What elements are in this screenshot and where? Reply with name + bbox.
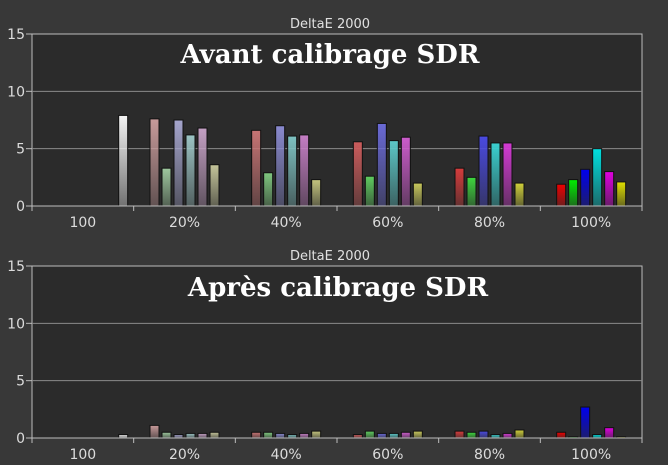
chart-after-marks: 0 5 10 15 100 20% 40% 60% 80% 100% (7, 259, 643, 463)
chart-after-y-tick-label: 10 (7, 316, 25, 332)
chart-before-bar (149, 118, 160, 207)
chart-after-overlay-title: Après calibrage SDR (187, 273, 489, 303)
chart-after-bar (287, 434, 298, 439)
chart-after-bar (197, 432, 208, 439)
chart-before-bar (263, 172, 274, 207)
chart-after-bar (400, 431, 411, 439)
chart-after-y-tick-label: 15 (7, 259, 25, 275)
chart-before-bar (466, 176, 477, 207)
chart-after-bar (185, 432, 196, 439)
chart-after-bar (263, 431, 274, 439)
chart-after: DeltaE 2000 Après calibrage SDR 0 5 10 15 10… (7, 249, 643, 463)
chart-before-x-tick-label: 100% (571, 215, 611, 231)
chart-after-x-tick-label: 60% (372, 447, 403, 463)
chart-after-bar (209, 431, 220, 439)
chart-after-bar (412, 430, 423, 439)
chart-before-overlay-title: Avant calibrage SDR (180, 40, 480, 70)
chart-before-bar (197, 127, 208, 207)
chart-before-bar (185, 134, 196, 207)
chart-before-x-tick-label: 100 (69, 215, 96, 231)
chart-after-bar (478, 430, 489, 439)
chart-after-bar (118, 434, 129, 439)
chart-after-bar (376, 432, 387, 439)
chart-after-bar (580, 406, 591, 439)
chart-before-bar (299, 134, 310, 207)
chart-before-bar (376, 122, 387, 207)
chart-before-bar (514, 182, 525, 207)
chart-before-bar (173, 119, 184, 207)
chart-before-title: DeltaE 2000 (290, 17, 370, 32)
chart-before-bar (161, 167, 172, 207)
chart-before-bar (568, 179, 579, 207)
chart-before-x-tick-label: 60% (372, 215, 403, 231)
chart-before-bar (490, 142, 501, 207)
chart-before-bar (209, 164, 220, 207)
chart-before-bar (478, 135, 489, 207)
chart-after-y-tick-label: 0 (16, 431, 25, 447)
chart-before-x-tick-label: 20% (169, 215, 200, 231)
chart-after-bar (173, 434, 184, 439)
chart-before-bar (592, 148, 603, 207)
chart-after-bar (161, 431, 172, 439)
chart-before-x-tick-label: 80% (474, 215, 505, 231)
chart-after-title: DeltaE 2000 (290, 249, 370, 264)
chart-before-x-tick-label: 40% (271, 215, 302, 231)
chart-before-bar (454, 167, 465, 207)
chart-after-bar (604, 427, 615, 439)
chart-after-x-tick-label: 40% (271, 447, 302, 463)
chart-before-bar (580, 168, 591, 207)
chart-after-bar (251, 431, 262, 439)
chart-before-bar (502, 142, 513, 207)
chart-before-bar (616, 181, 627, 207)
chart-before-y-tick-label: 5 (16, 142, 25, 158)
chart-after-bar (454, 430, 465, 439)
chart-after-bar (352, 434, 363, 439)
chart-after-bar (299, 432, 310, 439)
chart-before-bar (412, 182, 423, 207)
chart-before-y-tick-label: 15 (7, 27, 25, 43)
chart-after-x-tick-label: 100 (69, 447, 96, 463)
chart-before-bar (275, 125, 286, 207)
chart-after-bar (364, 430, 375, 439)
chart-before-bar (287, 135, 298, 207)
chart-before-bar (388, 140, 399, 207)
chart-after-x-tick-label: 100% (571, 447, 611, 463)
chart-after-bar (514, 429, 525, 439)
chart-before-bar (604, 171, 615, 207)
chart-after-plot-area (31, 265, 643, 439)
chart-before-bar (251, 129, 262, 207)
chart-before-bar (400, 136, 411, 207)
chart-after-x-tick-label: 80% (474, 447, 505, 463)
chart-before-y-tick-label: 0 (16, 199, 25, 215)
chart-after-bar (502, 432, 513, 439)
chart-before-y-tick-label: 10 (7, 84, 25, 100)
chart-after-bar (275, 432, 286, 439)
chart-before-marks: 0 5 10 15 100 20% 40% 60% 80% 100% (7, 27, 643, 231)
chart-after-bar (149, 424, 160, 439)
chart-before: DeltaE 2000 Avant calibrage SDR 0 5 10 15 10… (7, 17, 643, 231)
chart-after-bar (311, 430, 322, 439)
chart-before-bar (556, 183, 567, 207)
chart-after-bar (556, 431, 567, 439)
chart-after-x-tick-label: 20% (169, 447, 200, 463)
chart-after-bar (490, 434, 501, 439)
chart-before-bar (352, 141, 363, 207)
chart-before-plot-area (31, 33, 643, 207)
chart-before-bar (311, 179, 322, 207)
chart-after-y-tick-label: 5 (16, 374, 25, 390)
chart-after-bar (592, 434, 603, 439)
chart-after-bar (388, 432, 399, 439)
chart-before-bar (364, 175, 375, 207)
chart-after-bar (466, 431, 477, 439)
chart-before-bar (118, 114, 129, 207)
